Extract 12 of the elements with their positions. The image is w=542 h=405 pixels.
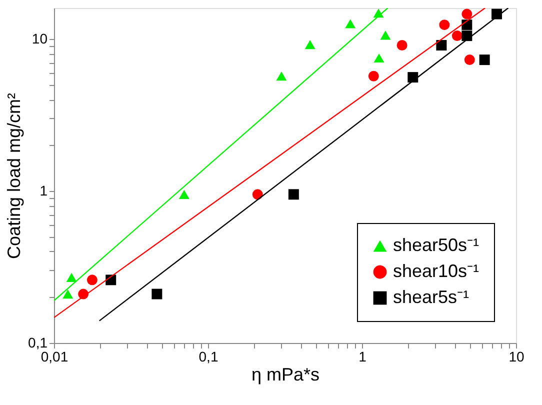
legend-label: shear50s⁻¹ (393, 235, 480, 255)
y-tick-label: 0,1 (28, 334, 48, 350)
y-axis-title: Coating load mg/cm² (4, 92, 24, 260)
legend-label: shear10s⁻¹ (393, 261, 480, 281)
y-tick-label: 10 (32, 30, 48, 47)
x-tick-label: 0,01 (40, 348, 68, 364)
x-tick-label: 10 (508, 348, 524, 364)
x-tick-label: 0,1 (198, 348, 218, 364)
legend-label: shear5s⁻¹ (393, 287, 470, 307)
x-tick-label: 1 (358, 348, 367, 364)
y-tick-label: 1 (40, 182, 48, 199)
x-axis-title: η mPa*s (251, 364, 320, 384)
